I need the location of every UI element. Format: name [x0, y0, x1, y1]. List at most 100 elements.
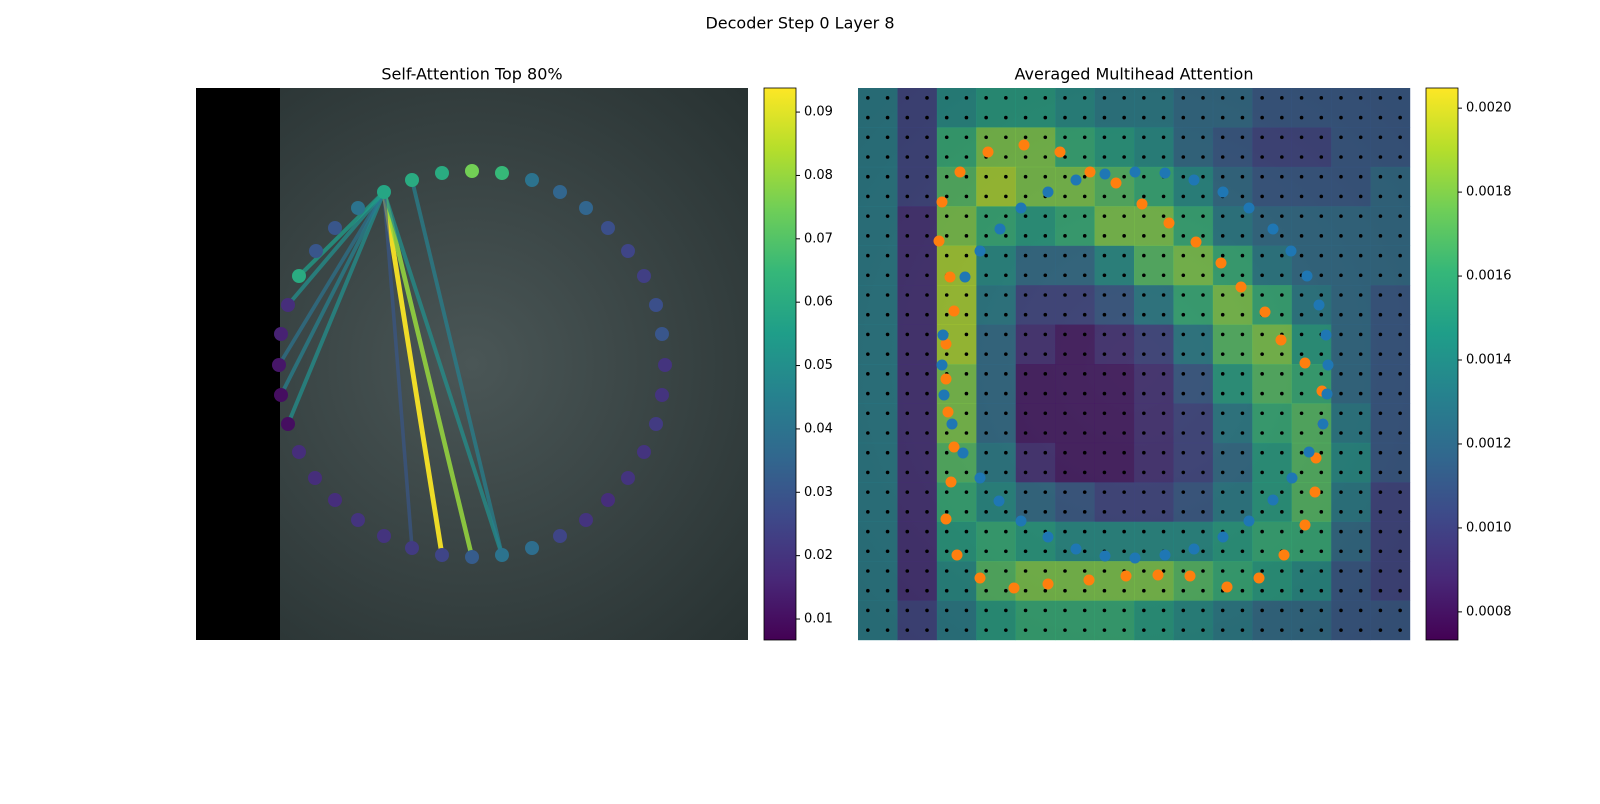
reference-dot — [1240, 411, 1245, 416]
reference-dot — [1023, 450, 1028, 455]
reference-dot — [1082, 115, 1087, 120]
reference-dot — [1063, 569, 1067, 573]
reference-dot — [1043, 431, 1048, 435]
reference-dot — [1220, 214, 1225, 218]
heatmap-cell — [1212, 442, 1253, 483]
reference-dot — [1378, 96, 1383, 100]
reference-dot — [1201, 253, 1205, 258]
reference-dot — [1220, 391, 1225, 396]
sample-point — [1309, 486, 1321, 498]
heatmap-cell — [897, 245, 938, 286]
reference-dot — [1023, 253, 1028, 258]
reference-dot — [1358, 372, 1363, 376]
reference-dot — [1063, 115, 1067, 120]
reference-dot — [1181, 411, 1186, 416]
reference-dot — [1240, 569, 1245, 573]
reference-dot — [1201, 194, 1205, 199]
reference-dot — [1240, 549, 1245, 554]
reference-dot — [1339, 490, 1343, 494]
query-point — [328, 221, 342, 235]
reference-dot — [944, 194, 949, 199]
reference-dot — [1260, 628, 1264, 632]
colorbar-tick-label: 0.07 — [804, 231, 833, 246]
reference-dot — [1122, 588, 1126, 593]
reference-dot — [1280, 470, 1284, 475]
reference-dot — [1023, 411, 1028, 416]
reference-dot — [1220, 155, 1225, 159]
query-point — [649, 298, 663, 312]
reference-dot — [1063, 608, 1067, 613]
reference-dot — [1122, 155, 1126, 159]
reference-dot — [944, 628, 949, 632]
reference-dot — [1004, 470, 1008, 475]
reference-dot — [885, 135, 890, 140]
colorbar — [1425, 87, 1459, 641]
sample-point — [1042, 186, 1054, 198]
reference-dot — [925, 155, 929, 159]
reference-dot — [1201, 470, 1205, 475]
reference-dot — [1260, 431, 1264, 435]
query-point — [579, 513, 593, 527]
colorbar-tick-label: 0.05 — [804, 358, 833, 373]
heatmap-cell — [1291, 600, 1332, 641]
heatmap-cell — [1331, 285, 1371, 325]
reference-dot — [1181, 549, 1186, 554]
reference-dot — [1220, 549, 1225, 554]
reference-dot — [1004, 431, 1008, 435]
reference-dot — [964, 549, 969, 554]
sample-point — [1320, 329, 1332, 341]
reference-dot — [964, 135, 969, 140]
reference-dot — [885, 588, 890, 593]
reference-dot — [1299, 391, 1304, 396]
reference-dot — [1280, 608, 1284, 613]
reference-dot — [1142, 352, 1146, 356]
reference-dot — [1122, 431, 1126, 435]
reference-dot — [1220, 569, 1225, 573]
query-point — [465, 550, 479, 564]
sample-point — [940, 513, 952, 525]
reference-dot — [1280, 174, 1284, 179]
sample-point — [940, 338, 952, 350]
reference-dot — [905, 588, 910, 593]
reference-dot — [1240, 194, 1245, 199]
reference-dot — [1181, 352, 1186, 356]
reference-dot — [1201, 96, 1205, 100]
heatmap-cell — [858, 561, 898, 601]
reference-dot — [1398, 628, 1402, 632]
attention-link — [381, 191, 445, 556]
reference-dot — [1240, 431, 1245, 435]
reference-dot — [885, 115, 890, 120]
reference-dot — [1339, 470, 1343, 475]
panel-title: Self-Attention Top 80% — [381, 65, 562, 84]
reference-dot — [1280, 234, 1284, 238]
reference-dot — [1004, 411, 1008, 416]
heatmap-cell — [1173, 442, 1214, 483]
sample-point — [1110, 177, 1122, 189]
reference-dot — [866, 470, 870, 475]
reference-dot — [1378, 194, 1383, 199]
reference-dot — [1240, 273, 1245, 278]
sample-point — [1253, 572, 1265, 584]
heatmap-cell — [1331, 127, 1371, 168]
reference-dot — [1023, 549, 1028, 554]
reference-dot — [1299, 293, 1304, 297]
reference-dot — [1260, 96, 1264, 100]
reference-dot — [1142, 332, 1146, 337]
reference-dot — [1299, 174, 1304, 179]
reference-dot — [1004, 569, 1008, 573]
heatmap-cell — [1370, 245, 1411, 286]
colorbar — [763, 87, 797, 641]
reference-dot — [964, 470, 969, 475]
reference-dot — [1378, 332, 1383, 337]
heatmap-cell — [1212, 561, 1253, 601]
reference-dot — [1398, 234, 1402, 238]
heatmap-cell — [897, 324, 938, 365]
heatmap-cell — [1134, 285, 1174, 325]
reference-dot — [1043, 253, 1048, 258]
sample-point — [1286, 472, 1298, 484]
reference-dot — [1063, 490, 1067, 494]
reference-dot — [1023, 431, 1028, 435]
heatmap-cell — [1094, 364, 1135, 404]
reference-dot — [885, 312, 890, 317]
reference-dot — [1181, 293, 1186, 297]
